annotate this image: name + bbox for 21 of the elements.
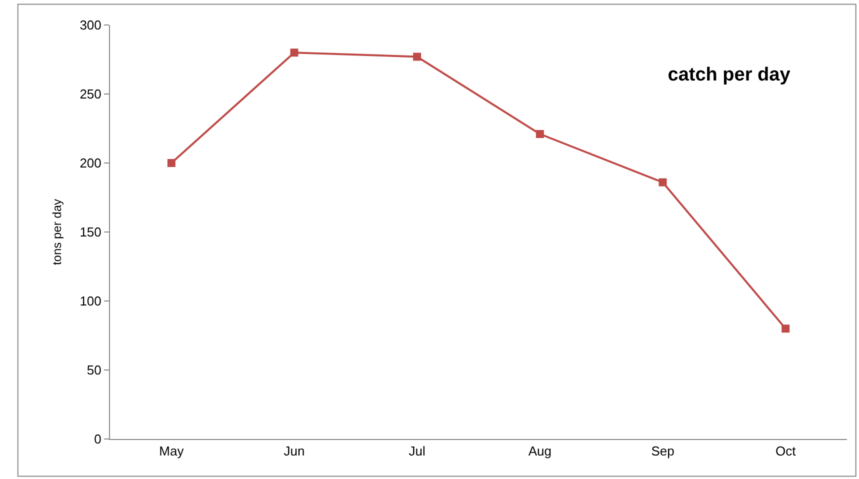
point <box>658 178 667 186</box>
point <box>290 48 298 57</box>
y-tick-label: 250 <box>80 86 102 102</box>
y-tick-label: 0 <box>94 432 102 447</box>
x-tick-label: Oct <box>775 444 796 459</box>
x-tick-label: Sep <box>651 444 674 459</box>
point <box>413 52 422 61</box>
y-tick-label: 300 <box>80 18 102 33</box>
y-tick-label: 100 <box>80 294 102 309</box>
x-tick-label: Jul <box>408 444 426 459</box>
y-tick-label: 200 <box>80 156 102 171</box>
point <box>536 130 544 138</box>
text: catch per day <box>668 64 791 86</box>
x-tick-label: Aug <box>528 444 552 459</box>
x-tick-label: May <box>159 444 184 459</box>
point <box>167 159 176 167</box>
y-tick-label: 150 <box>80 224 102 240</box>
x-tick-label: Jun <box>284 444 305 459</box>
y-axis-title: tons per day <box>50 198 64 266</box>
y-tick-label: 50 <box>86 362 102 378</box>
point <box>782 324 790 333</box>
